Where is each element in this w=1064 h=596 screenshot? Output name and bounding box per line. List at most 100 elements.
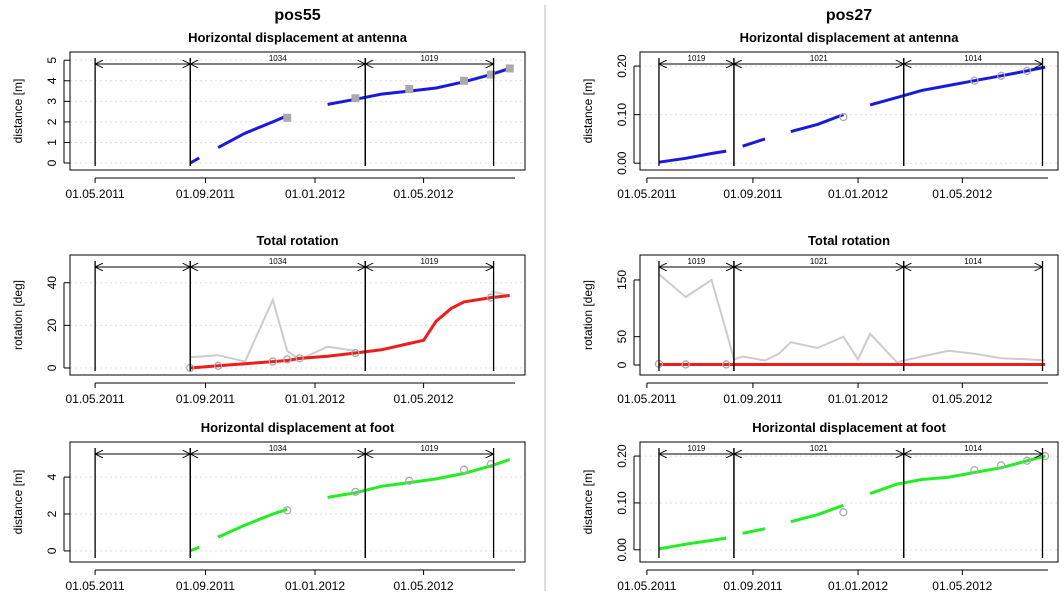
- x-tick-label: 01.05.2011: [617, 579, 676, 591]
- series-line: [658, 454, 1046, 551]
- panel-title: Horizontal displacement at foot: [752, 420, 946, 435]
- x-tick-label: 01.09.2011: [176, 187, 235, 201]
- series-line: [658, 65, 1046, 164]
- period-label: 1019: [421, 257, 439, 266]
- point-marker: [996, 71, 1006, 80]
- point-marker: [996, 461, 1006, 470]
- x-tick-label: 01.09.2011: [723, 579, 782, 591]
- point-marker: [681, 360, 690, 369]
- point-marker: [268, 357, 277, 366]
- y-axis-label: distance [m]: [11, 470, 25, 535]
- y-tick-label: 20: [45, 318, 59, 332]
- period-label: 1021: [810, 54, 828, 63]
- point-marker: [283, 506, 292, 515]
- point-marker: [459, 465, 469, 474]
- y-axis-label: rotation [deg]: [581, 280, 595, 350]
- y-axis-label: distance [m]: [581, 470, 595, 535]
- y-tick-label: 40: [45, 276, 59, 290]
- y-axis-label: distance [m]: [11, 79, 25, 144]
- x-tick-label: 01.05.2011: [66, 187, 125, 201]
- plot-box: [639, 441, 1059, 563]
- period-label: 1019: [688, 257, 706, 266]
- plot-box: [639, 254, 1059, 376]
- period-label: 1019: [421, 54, 439, 63]
- x-tick-label: 01.01.2012: [285, 187, 345, 201]
- period-label: 1019: [688, 54, 706, 63]
- period-label: 1021: [810, 444, 828, 453]
- point-marker: [486, 70, 495, 79]
- y-axis-label: rotation [deg]: [11, 280, 25, 350]
- x-tick-label: 01.01.2012: [285, 579, 345, 591]
- y-tick-label: 150: [615, 270, 629, 290]
- period-label: 1034: [269, 54, 287, 63]
- point-marker: [405, 476, 414, 485]
- y-tick-label: 0: [45, 547, 59, 554]
- point-marker: [839, 112, 848, 122]
- point-marker: [505, 64, 514, 73]
- x-tick-label: 01.05.2012: [932, 187, 992, 201]
- x-tick-label: 01.01.2012: [285, 392, 345, 406]
- point-marker: [351, 94, 360, 103]
- y-tick-label: 0.00: [615, 151, 629, 175]
- period-label: 1019: [688, 444, 706, 453]
- y-tick-label: 0: [45, 364, 59, 371]
- y-tick-label: 0.20: [615, 54, 629, 78]
- point-marker: [213, 361, 223, 370]
- x-tick-label: 01.05.2012: [932, 579, 992, 591]
- point-marker: [405, 85, 414, 94]
- x-tick-label: 01.01.2012: [828, 187, 888, 201]
- point-marker: [351, 487, 360, 496]
- x-tick-label: 01.09.2011: [723, 392, 782, 406]
- plot-box: [69, 51, 526, 171]
- period-label: 1019: [421, 444, 439, 453]
- x-tick-label: 01.01.2012: [828, 579, 888, 591]
- x-tick-label: 01.09.2011: [723, 187, 782, 201]
- series-line: [189, 66, 511, 165]
- x-tick-label: 01.05.2012: [932, 392, 992, 406]
- period-label: 1014: [964, 257, 982, 266]
- point-marker: [722, 360, 731, 369]
- y-tick-label: 2: [45, 118, 59, 125]
- plot-box: [69, 441, 526, 563]
- x-tick-label: 01.05.2012: [394, 579, 454, 591]
- panel-title: Horizontal displacement at antenna: [740, 30, 960, 45]
- plot-box: [639, 51, 1059, 171]
- series-line: [189, 458, 511, 553]
- x-tick-label: 01.05.2011: [66, 579, 125, 591]
- x-tick-label: 01.09.2011: [176, 579, 235, 591]
- point-marker: [970, 465, 979, 475]
- y-axis-label: distance [m]: [581, 79, 595, 144]
- y-tick-label: 0.00: [615, 538, 629, 562]
- series-line: [190, 294, 510, 370]
- y-tick-label: 3: [45, 98, 59, 105]
- panel-title: Total rotation: [256, 233, 338, 248]
- x-tick-label: 01.05.2011: [617, 187, 676, 201]
- y-tick-label: 0: [45, 159, 59, 166]
- y-tick-label: 0.10: [615, 103, 629, 127]
- point-marker: [839, 508, 848, 517]
- x-tick-label: 01.05.2011: [66, 392, 125, 406]
- y-tick-label: 0.20: [615, 444, 629, 468]
- point-marker: [283, 113, 292, 122]
- panel-title: Horizontal displacement at foot: [201, 420, 395, 435]
- y-tick-label: 0.10: [615, 491, 629, 515]
- y-tick-label: 2: [45, 510, 59, 517]
- x-tick-label: 01.05.2011: [617, 392, 676, 406]
- y-tick-label: 5: [45, 57, 59, 64]
- point-marker: [295, 354, 304, 363]
- point-marker: [283, 355, 292, 364]
- series-line: [658, 273, 1046, 364]
- point-marker: [486, 460, 496, 469]
- y-tick-label: 50: [615, 330, 629, 344]
- period-label: 1034: [269, 444, 287, 453]
- point-marker: [459, 76, 468, 85]
- column-title: pos27: [826, 7, 872, 24]
- y-tick-label: 1: [45, 139, 59, 146]
- point-marker: [970, 76, 979, 85]
- plot-box: [69, 254, 526, 376]
- x-tick-label: 01.09.2011: [176, 392, 235, 406]
- panel-title: Total rotation: [808, 233, 890, 248]
- x-tick-label: 01.01.2012: [828, 392, 888, 406]
- panel-title: Horizontal displacement at antenna: [188, 30, 408, 45]
